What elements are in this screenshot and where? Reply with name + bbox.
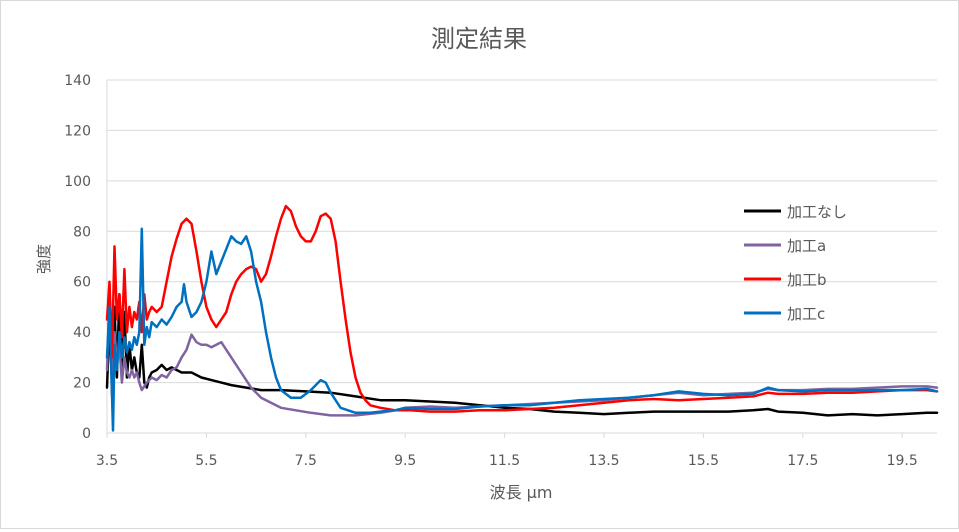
x-tick-label: 9.5 [394,453,416,469]
series-lines [105,204,939,432]
y-tick-label: 80 [73,224,91,240]
legend-label: 加工なし [787,203,847,221]
legend-label: 加工b [787,271,827,289]
x-tick-label: 11.5 [489,453,520,469]
grid-lines [107,79,937,434]
y-tick-label: 0 [82,426,91,442]
x-tick-label: 7.5 [295,453,317,469]
x-tick-label: 5.5 [195,453,217,469]
y-tick-label: 140 [64,73,91,89]
series-line-3 [105,227,939,432]
chart-title: 測定結果 [431,25,527,53]
x-axis-ticks: 3.5 5.5 7.5 9.5 11.5 13.5 15.5 17.5 19.5 [96,433,918,469]
x-tick-label: 15.5 [688,453,719,469]
y-tick-label: 100 [64,174,91,190]
x-tick-label: 19.5 [887,453,918,469]
legend-label: 加工a [787,237,826,255]
series-line-1 [105,293,939,417]
y-tick-label: 20 [73,376,91,392]
y-axis-ticks: 0 20 40 60 80 100 120 140 [64,73,91,442]
legend-label: 加工c [787,305,825,323]
x-axis-title: 波長 μm [490,483,553,502]
y-tick-label: 40 [73,325,91,341]
x-tick-label: 3.5 [96,453,118,469]
x-tick-label: 13.5 [588,453,619,469]
y-tick-label: 120 [64,123,91,139]
y-axis-title: 強度 [35,244,53,274]
x-tick-label: 17.5 [787,453,818,469]
y-tick-label: 60 [73,275,91,291]
